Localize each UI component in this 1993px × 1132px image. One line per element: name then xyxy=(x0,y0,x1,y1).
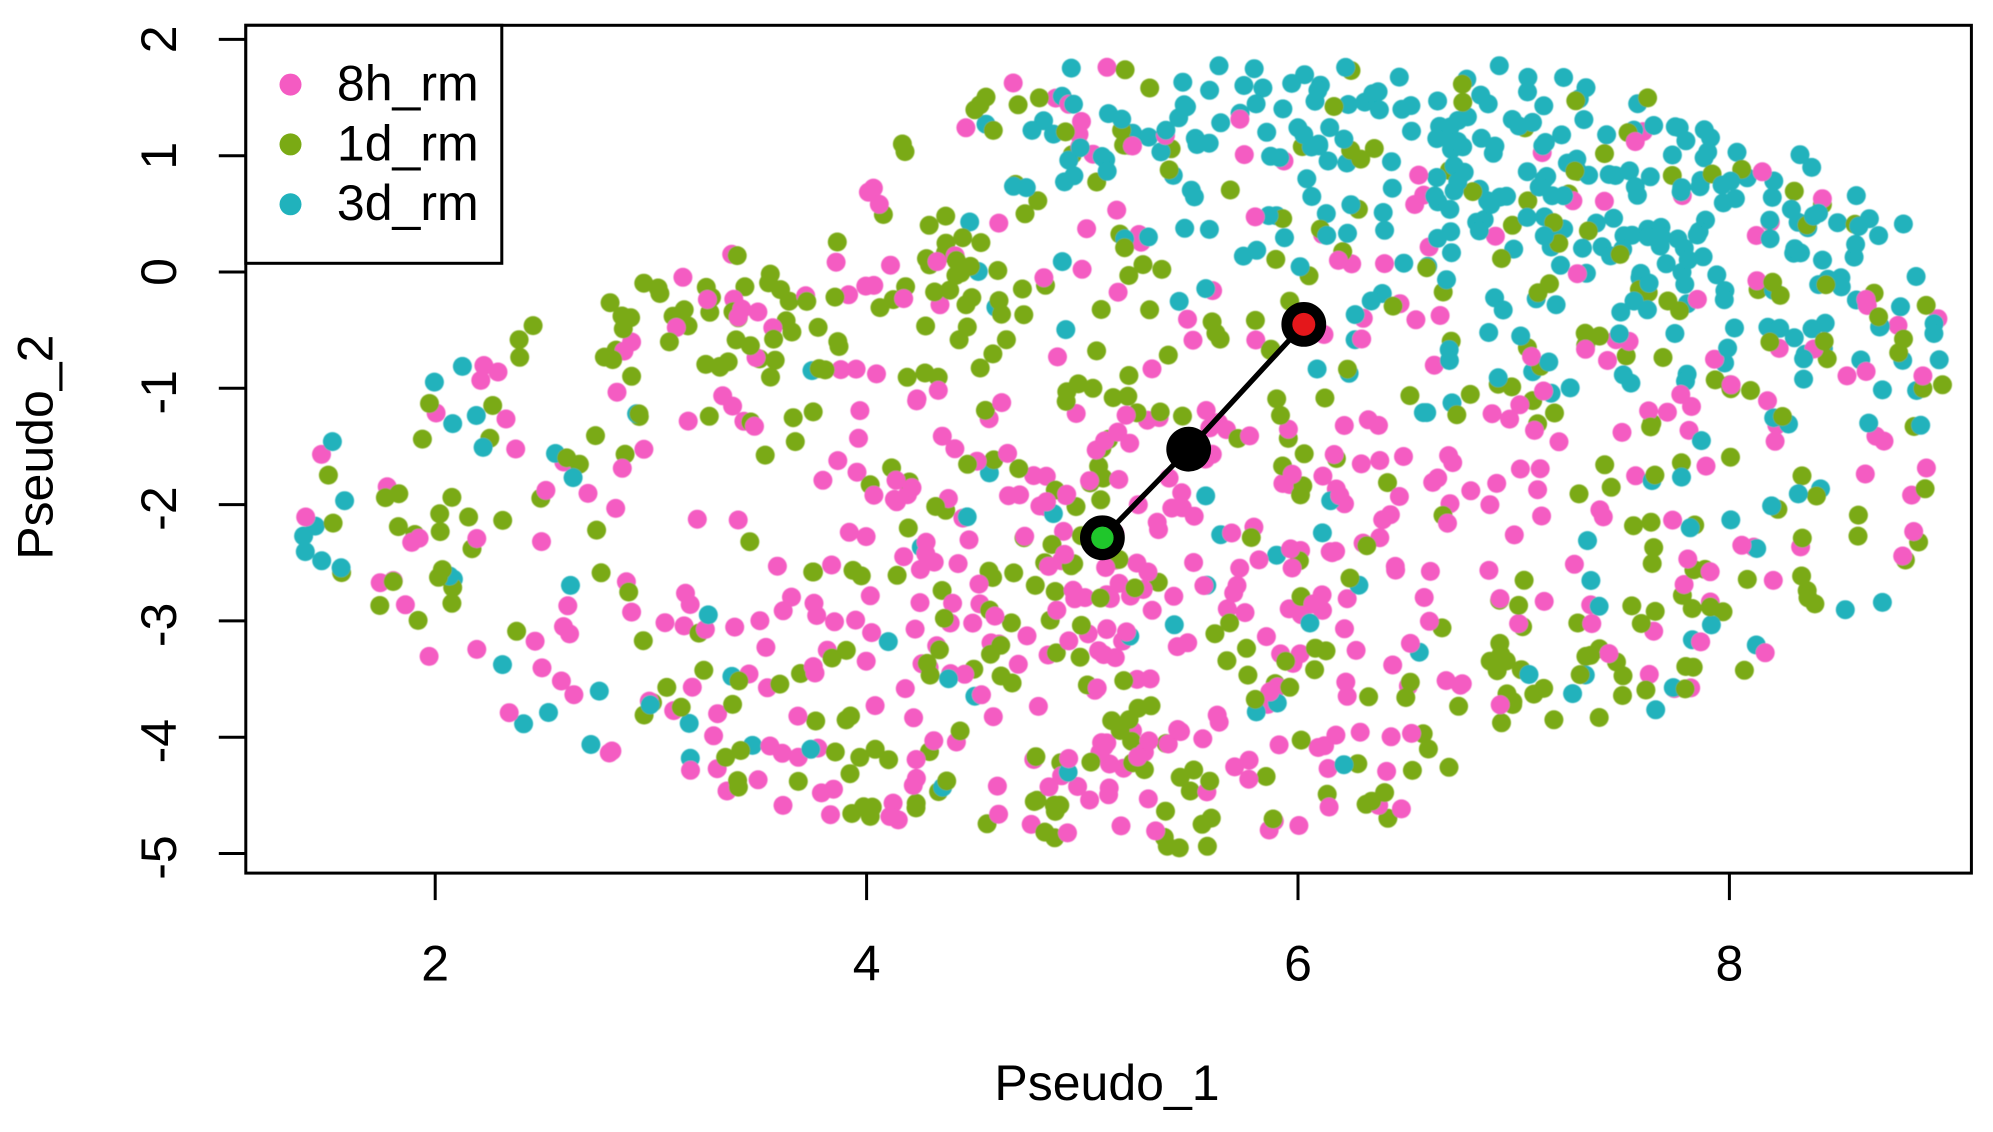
svg-text:-5: -5 xyxy=(131,835,187,879)
svg-text:Pseudo_2: Pseudo_2 xyxy=(8,335,64,560)
svg-text:1d_rm: 1d_rm xyxy=(337,115,479,171)
svg-text:-2: -2 xyxy=(131,486,187,530)
svg-text:4: 4 xyxy=(853,936,881,992)
svg-text:8: 8 xyxy=(1715,936,1743,992)
svg-text:Pseudo_1: Pseudo_1 xyxy=(994,1055,1219,1111)
svg-text:-4: -4 xyxy=(131,719,187,763)
svg-text:6: 6 xyxy=(1284,936,1312,992)
svg-text:-3: -3 xyxy=(131,603,187,647)
svg-text:2: 2 xyxy=(131,25,187,53)
svg-text:8h_rm: 8h_rm xyxy=(337,56,479,112)
svg-text:3d_rm: 3d_rm xyxy=(337,175,479,231)
svg-text:0: 0 xyxy=(131,258,187,286)
svg-text:2: 2 xyxy=(421,936,449,992)
svg-text:1: 1 xyxy=(131,142,187,170)
svg-text:-1: -1 xyxy=(131,370,187,414)
